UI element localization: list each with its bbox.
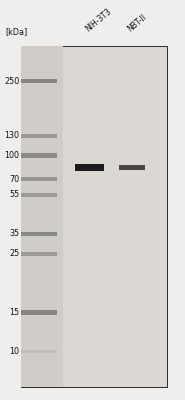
Bar	[21, 193, 57, 197]
Text: 70: 70	[9, 174, 20, 184]
Text: NIH-3T3: NIH-3T3	[84, 7, 113, 34]
Bar	[119, 164, 145, 170]
Text: 55: 55	[9, 190, 20, 199]
Bar	[21, 134, 57, 138]
Bar	[21, 310, 57, 315]
Bar	[21, 153, 57, 158]
Bar	[21, 79, 57, 84]
Bar	[21, 350, 57, 353]
Text: 25: 25	[9, 249, 20, 258]
Text: NBT-II: NBT-II	[126, 13, 149, 34]
Bar	[21, 46, 63, 387]
Bar	[21, 46, 167, 387]
Text: [kDa]: [kDa]	[6, 27, 28, 36]
Bar	[21, 232, 57, 236]
Text: 100: 100	[4, 151, 20, 160]
Bar	[21, 252, 57, 256]
Text: 35: 35	[9, 230, 20, 238]
Text: 130: 130	[4, 132, 20, 140]
Text: 10: 10	[10, 347, 20, 356]
Text: 250: 250	[4, 76, 20, 86]
Text: 15: 15	[9, 308, 20, 317]
Bar	[75, 164, 104, 171]
Bar	[21, 177, 57, 181]
